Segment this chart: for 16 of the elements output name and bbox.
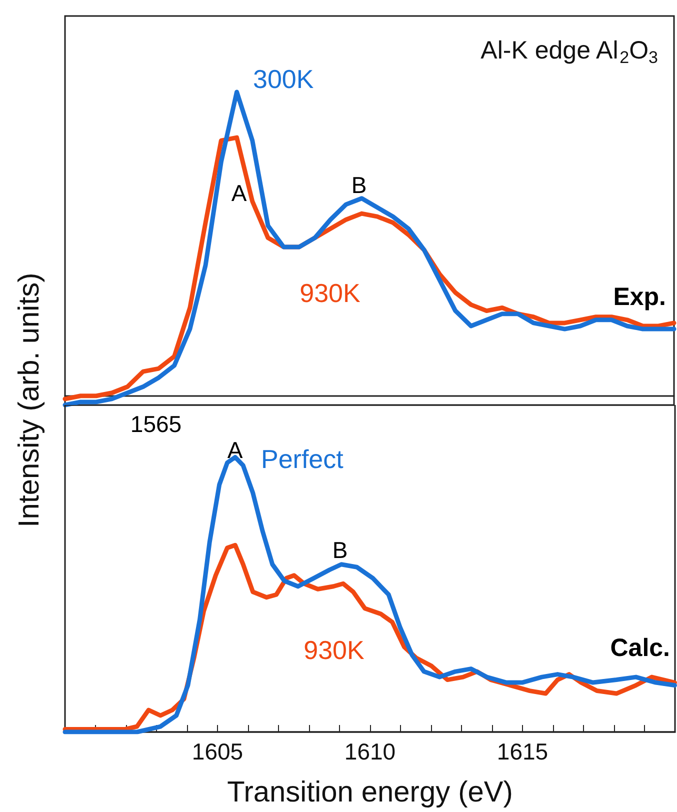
annotation: A — [231, 180, 248, 206]
annotation: Exp. — [613, 283, 666, 311]
annotation: B — [351, 172, 367, 198]
x-tick-label: 1615 — [496, 738, 548, 764]
annotation: Calc. — [610, 634, 670, 662]
series-label: 300K — [253, 64, 314, 94]
annotation: A — [227, 437, 244, 463]
y-axis-title: Intensity (arb. units) — [14, 272, 46, 528]
annotation: B — [332, 537, 348, 563]
series-label: Perfect — [261, 444, 344, 474]
text: 1565 — [130, 411, 182, 437]
x-axis-title: Transition energy (eV) — [227, 776, 513, 808]
x-tick-label: 1610 — [344, 738, 396, 764]
x-tick-label: 1605 — [192, 738, 244, 764]
series-label: 930K — [300, 278, 362, 308]
series-label: 930K — [304, 635, 366, 665]
